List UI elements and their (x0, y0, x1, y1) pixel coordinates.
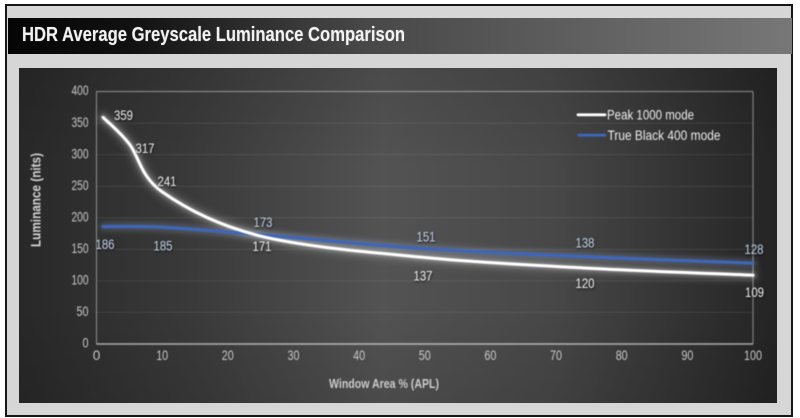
svg-text:90: 90 (681, 348, 693, 363)
svg-text:0: 0 (83, 336, 89, 351)
svg-text:120: 120 (576, 276, 595, 291)
svg-text:50: 50 (77, 304, 89, 319)
svg-text:186: 186 (96, 237, 115, 252)
svg-text:400: 400 (72, 83, 89, 98)
svg-text:241: 241 (158, 174, 177, 189)
svg-text:10: 10 (156, 348, 168, 363)
svg-text:Peak 1000 mode: Peak 1000 mode (607, 107, 694, 122)
svg-text:109: 109 (745, 285, 764, 300)
svg-text:250: 250 (72, 178, 89, 193)
svg-text:60: 60 (484, 348, 496, 363)
svg-text:30: 30 (288, 348, 300, 363)
svg-text:350: 350 (72, 115, 89, 130)
svg-text:150: 150 (72, 241, 89, 256)
svg-text:0: 0 (93, 348, 101, 363)
svg-text:317: 317 (136, 141, 155, 156)
svg-text:Luminance (nits): Luminance (nits) (29, 153, 44, 247)
svg-text:80: 80 (616, 348, 628, 363)
svg-text:173: 173 (254, 215, 273, 230)
svg-text:50: 50 (419, 348, 431, 363)
svg-text:20: 20 (222, 348, 234, 363)
svg-text:70: 70 (550, 348, 562, 363)
svg-text:Window Area % (APL): Window Area % (APL) (329, 376, 439, 391)
svg-text:300: 300 (72, 146, 89, 161)
svg-text:137: 137 (414, 268, 433, 283)
svg-text:138: 138 (576, 235, 595, 250)
svg-text:200: 200 (72, 210, 89, 225)
svg-text:359: 359 (114, 108, 133, 123)
svg-text:40: 40 (353, 348, 365, 363)
svg-text:151: 151 (417, 229, 436, 244)
svg-text:100: 100 (744, 348, 762, 363)
svg-text:128: 128 (745, 242, 764, 257)
svg-text:171: 171 (253, 239, 272, 254)
svg-text:True Black 400 mode: True Black 400 mode (608, 128, 721, 143)
svg-text:100: 100 (72, 273, 89, 288)
svg-text:185: 185 (154, 238, 173, 253)
